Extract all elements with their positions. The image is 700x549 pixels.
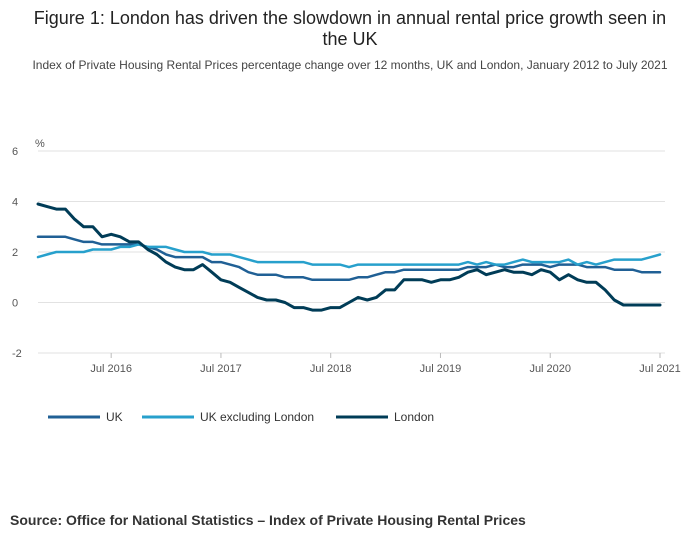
legend-label: UK excluding London [200,410,314,424]
legend-item-uk-excluding-london[interactable]: UK excluding London [142,410,314,424]
x-tick-label: Jul 2021 [639,363,681,375]
chart-subtitle: Index of Private Housing Rental Prices p… [32,58,668,72]
y-tick-label: 4 [12,197,18,209]
y-tick-label: 6 [12,146,18,158]
legend-item-uk[interactable]: UK [48,410,123,424]
series-lines [36,202,662,312]
y-axis-unit-label: % [35,138,45,150]
series-line-london [36,202,662,312]
y-tick-label: 0 [12,298,18,310]
legend[interactable]: UK UK excluding London London [48,410,434,424]
axes: % 6 4 2 0 -2 Jul 2016 Jul 2017 Jul 2018 Jul 2019… [12,138,681,375]
x-tick-label: Jul 2017 [200,363,242,375]
legend-label: London [394,410,434,424]
y-tick-label: 2 [12,247,18,259]
source-note: Source: Office for National Statistics –… [10,512,526,528]
chart-title: Figure 1: London has driven the slowdown… [33,8,667,49]
x-tick-label: Jul 2019 [420,363,462,375]
legend-item-london[interactable]: London [336,410,434,424]
x-tick-label: Jul 2018 [310,363,352,375]
legend-label: UK [106,410,123,424]
x-tick-label: Jul 2016 [90,363,132,375]
gridlines [38,150,665,354]
y-tick-label: -2 [12,348,22,360]
x-tick-label: Jul 2020 [529,363,571,375]
